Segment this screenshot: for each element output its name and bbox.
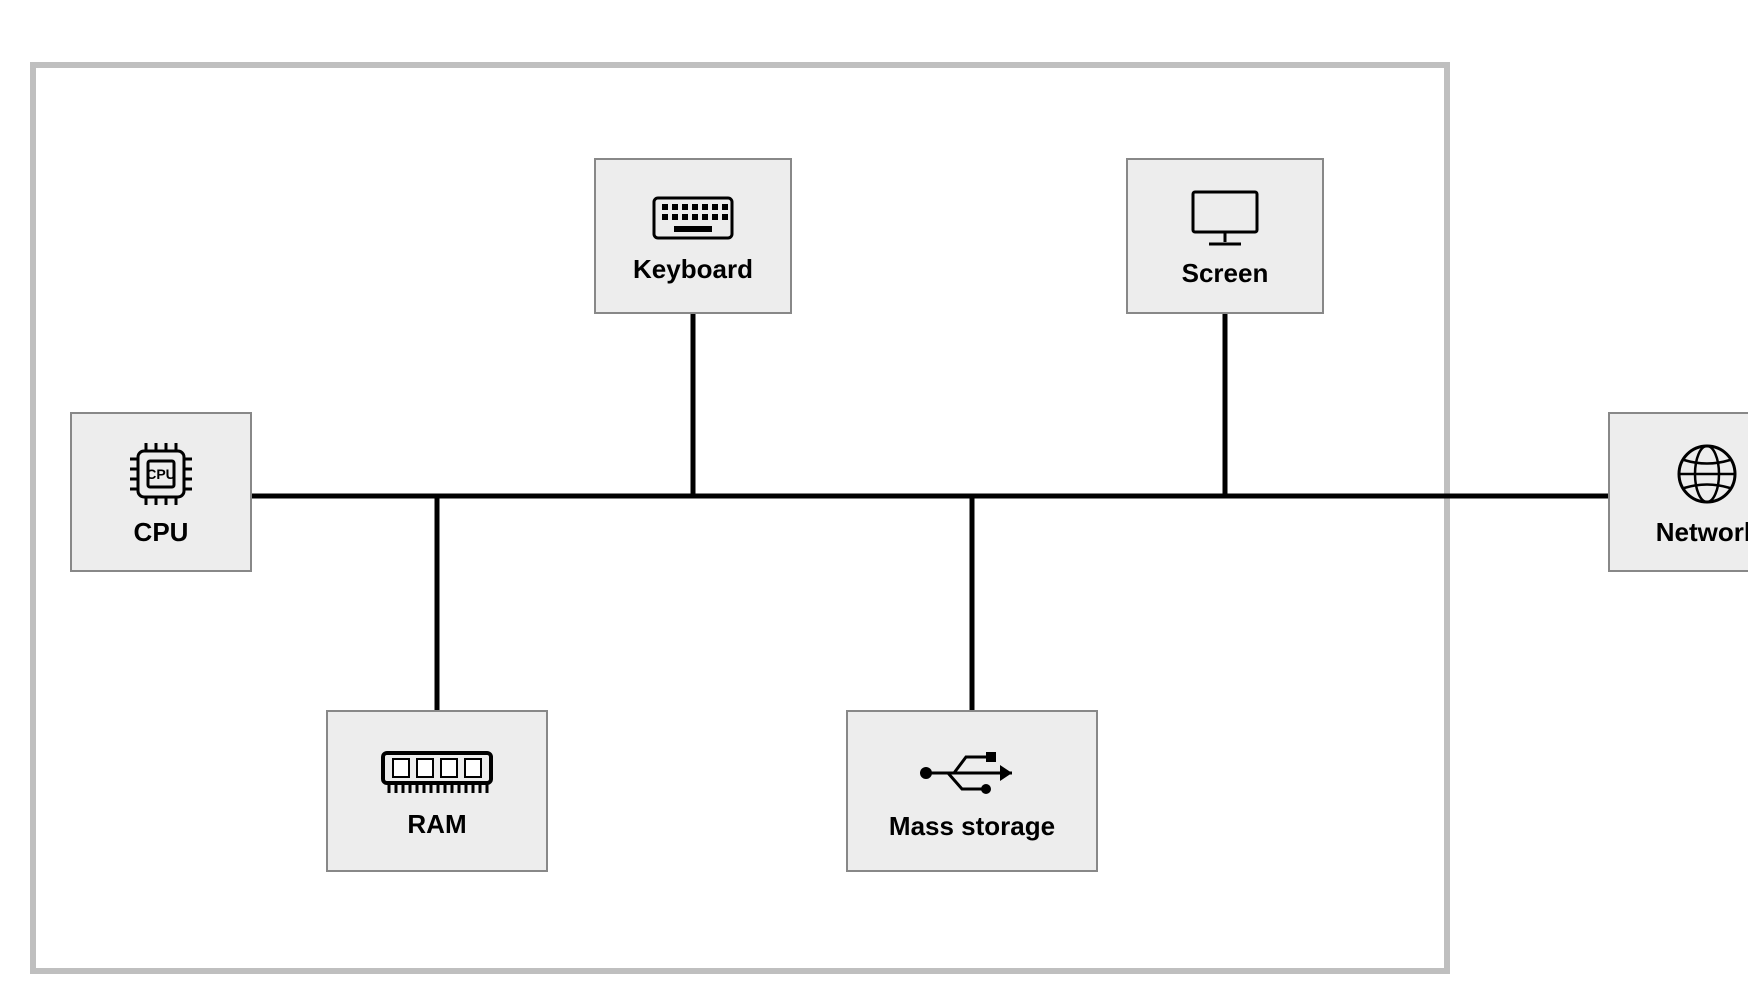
node-label-cpu: CPU — [134, 517, 189, 548]
screen-icon — [1185, 186, 1265, 250]
node-label-storage: Mass storage — [889, 811, 1055, 842]
node-label-keyboard: Keyboard — [633, 254, 753, 285]
usb-icon — [912, 743, 1032, 803]
node-cpu: CPU CPU — [70, 412, 252, 572]
node-ram: RAM — [326, 710, 548, 872]
node-label-network: Network — [1656, 517, 1748, 548]
node-screen: Screen — [1126, 158, 1324, 314]
keyboard-icon — [650, 190, 736, 246]
diagram-canvas: CPU CPU Keyboard Screen Networ — [0, 0, 1748, 992]
node-keyboard: Keyboard — [594, 158, 792, 314]
node-storage: Mass storage — [846, 710, 1098, 872]
globe-icon — [1672, 439, 1742, 509]
node-network: Network — [1608, 412, 1748, 572]
ram-icon — [377, 745, 497, 801]
cpu-icon: CPU — [126, 439, 196, 509]
svg-text:CPU: CPU — [146, 466, 176, 482]
node-label-ram: RAM — [407, 809, 466, 840]
node-label-screen: Screen — [1182, 258, 1269, 289]
